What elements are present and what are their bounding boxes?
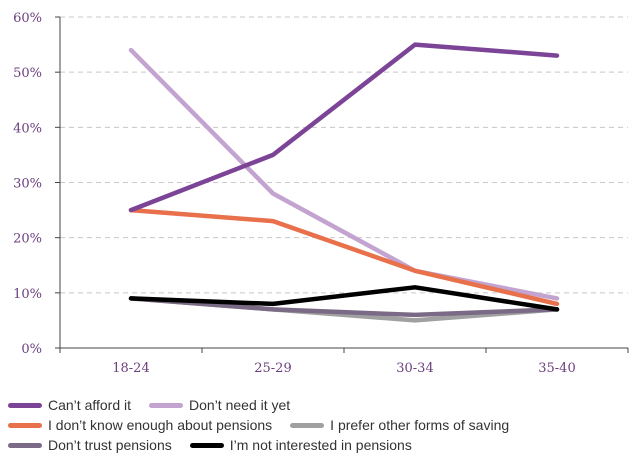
x-tick-labels: 18-24 25-29 30-34 35-40 [112,361,575,376]
legend-label: Don’t need it yet [189,397,291,413]
series-line [128,47,560,301]
series-line [128,296,560,318]
series-line [128,42,560,213]
legend-item-cant-afford: Can’t afford it [8,397,131,413]
legend-swatch [290,422,325,428]
gridlines [60,16,628,294]
series-line [128,207,560,307]
series-lines [128,42,560,323]
y-tick-label: 20% [13,232,42,247]
legend: Can’t afford it Don’t need it yet I don’… [8,395,628,455]
line-chart: 0% 10% 20% 30% 40% 50% 60% 18-24 25-29 30-34 35-4… [13,11,629,376]
x-tick-label: 35-40 [538,361,575,376]
y-tick-labels: 0% 10% 20% 30% 40% 50% 60% [13,11,42,357]
legend-item-dont-trust: Don’t trust pensions [8,437,172,453]
legend-item-not-interested: I’m not interested in pensions [189,437,412,453]
legend-label: Don’t trust pensions [48,437,172,453]
legend-label: I don’t know enough about pensions [48,417,273,433]
y-tick-label: 30% [13,177,42,192]
legend-label: Can’t afford it [48,397,132,413]
x-tick-label: 18-24 [112,361,149,376]
legend-swatch [8,442,42,448]
y-tick-label: 50% [13,66,42,81]
y-tick-label: 60% [13,11,42,26]
legend-item-dont-need-yet: Don’t need it yet [149,397,290,413]
legend-swatch [8,422,42,428]
legend-swatch [189,442,224,448]
legend-item-prefer-other-saving: I prefer other forms of saving [290,417,509,433]
y-tick-label: 40% [13,121,42,136]
legend-swatch [149,402,184,408]
y-tick-label: 0% [21,342,42,357]
legend-label: I prefer other forms of saving [330,417,510,433]
x-tick-label: 25-29 [254,361,291,376]
series-line [128,285,560,312]
y-tick-label: 10% [13,287,42,302]
legend-item-dont-know-enough: I don’t know enough about pensions [8,417,272,433]
legend-swatch [8,402,42,408]
legend-label: I’m not interested in pensions [229,437,412,453]
x-tick-label: 30-34 [396,361,433,376]
axes [55,16,629,353]
